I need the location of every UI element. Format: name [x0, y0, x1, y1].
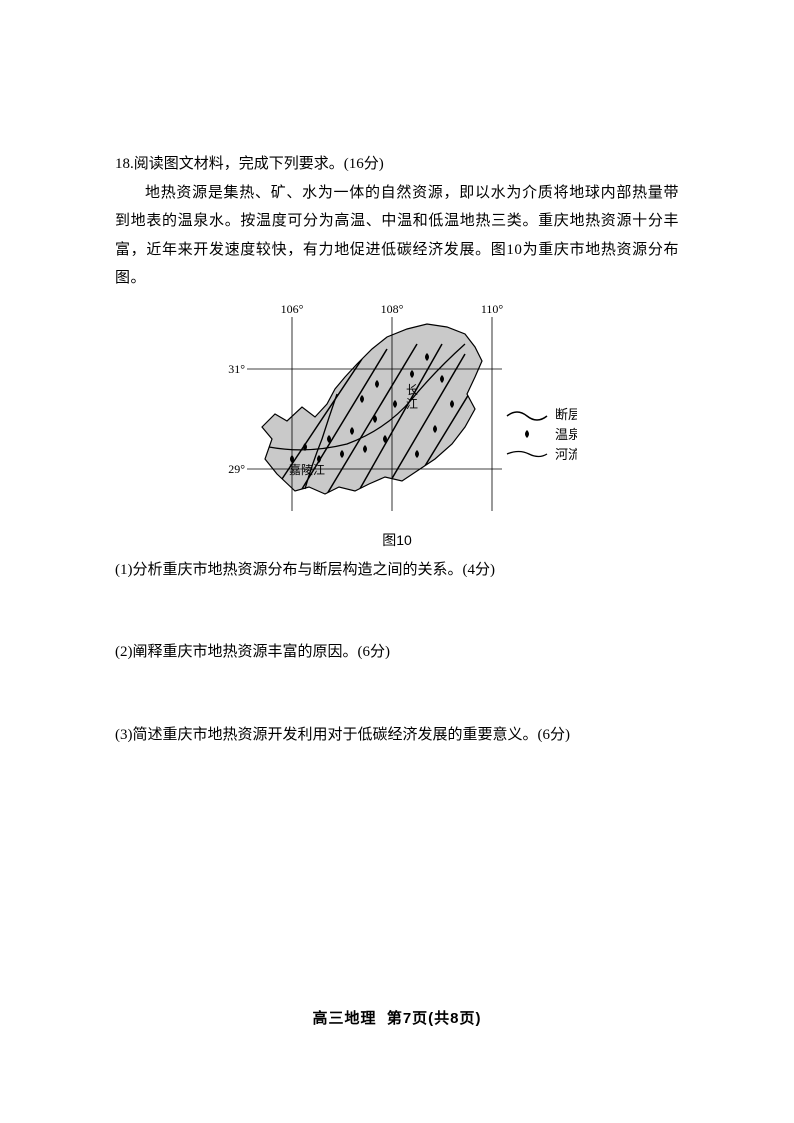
page-footer: 高三地理 第7页(共8页) [0, 1005, 794, 1034]
svg-text:29°: 29° [228, 462, 245, 476]
question-title-rest: 阅读图文材料，完成下列要求。(16分) [134, 156, 384, 172]
sub-question-1: (1)分析重庆市地热资源分布与断层构造之间的关系。(4分) [115, 556, 679, 585]
sub-question-3: (3)简述重庆市地热资源开发利用对于低碳经济发展的重要意义。(6分) [115, 721, 679, 750]
map-svg: 106° 108° 110° 31° 29° 长江嘉陵江 断层构造温泉河流 [217, 299, 577, 519]
svg-text:嘉陵江: 嘉陵江 [289, 463, 325, 477]
svg-text:31°: 31° [228, 362, 245, 376]
svg-text:温泉: 温泉 [555, 427, 577, 442]
question-number: 18. [115, 156, 134, 172]
question-passage: 地热资源是集热、矿、水为一体的自然资源，即以水为介质将地球内部热量带到地表的温泉… [115, 179, 679, 293]
sub-question-2: (2)阐释重庆市地热资源丰富的原因。(6分) [115, 638, 679, 667]
figure-caption: 图10 [115, 527, 679, 554]
footer-subject: 高三地理 [312, 1010, 376, 1027]
svg-text:江: 江 [406, 397, 418, 411]
svg-text:108°: 108° [381, 302, 404, 316]
svg-text:106°: 106° [281, 302, 304, 316]
svg-text:长: 长 [406, 383, 418, 397]
footer-page: 第7页(共8页) [387, 1010, 482, 1027]
question-title: 18.阅读图文材料，完成下列要求。(16分) [115, 150, 679, 179]
svg-text:断层构造: 断层构造 [555, 407, 577, 422]
svg-text:河流: 河流 [555, 447, 577, 462]
svg-text:110°: 110° [481, 302, 504, 316]
figure-container: 106° 108° 110° 31° 29° 长江嘉陵江 断层构造温泉河流 图10 [115, 299, 679, 554]
map-figure: 106° 108° 110° 31° 29° 长江嘉陵江 断层构造温泉河流 [217, 299, 577, 530]
